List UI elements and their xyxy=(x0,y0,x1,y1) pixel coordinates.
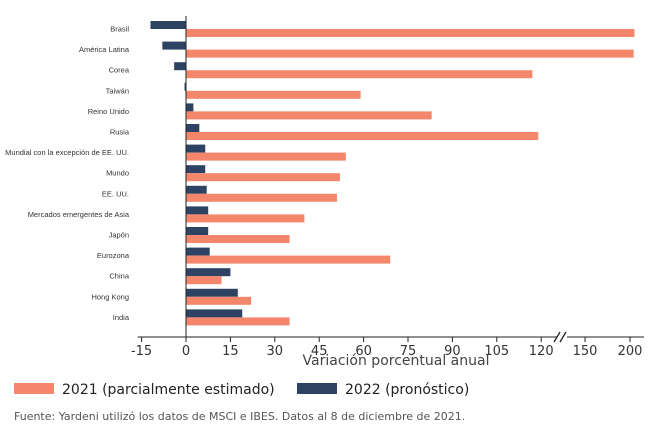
x-tick-label: 150 xyxy=(573,344,598,359)
bar-2022 xyxy=(174,62,186,71)
bar-2021 xyxy=(186,317,290,326)
source-note: Fuente: Yardeni utilizó los datos de MSC… xyxy=(14,410,465,423)
x-tick-label: 90 xyxy=(444,344,461,359)
x-tick-label: 30 xyxy=(267,344,284,359)
x-tick-label: -15 xyxy=(131,344,152,359)
category-label: Eurozona xyxy=(97,251,130,260)
bar-2021 xyxy=(186,29,635,37)
category-label: Corea xyxy=(109,66,130,75)
x-tick-label: 75 xyxy=(400,344,417,359)
x-tick-label: 105 xyxy=(484,344,509,359)
bar-2022 xyxy=(186,206,209,215)
legend-swatch-2021 xyxy=(14,383,54,394)
bar-2021 xyxy=(186,70,533,79)
legend-label-2022: 2022 (pronóstico) xyxy=(345,382,469,398)
bar-2021 xyxy=(186,111,432,120)
bar-2022 xyxy=(162,41,186,50)
bar-2021 xyxy=(186,214,305,223)
category-labels: Brasil América Latina Corea Taiwán Reino Uni… xyxy=(5,25,130,322)
bar-2021 xyxy=(186,235,290,243)
axis-break-mark xyxy=(553,331,561,343)
category-label: Reino Unido xyxy=(88,107,129,116)
category-label: Mercados emergentes de Asia xyxy=(28,210,130,219)
category-label: América Latina xyxy=(79,45,130,54)
category-label: Rusia xyxy=(110,128,130,137)
bar-2022 xyxy=(186,185,207,194)
bar-2021 xyxy=(186,90,361,99)
bar-2022 xyxy=(150,21,186,29)
bar-2021 xyxy=(186,193,337,202)
bars-group xyxy=(150,21,635,326)
category-label: Brasil xyxy=(110,25,129,34)
bar-2022 xyxy=(186,247,210,256)
bar-2022 xyxy=(186,144,206,153)
bar-2022 xyxy=(186,268,231,277)
category-label: Taiwán xyxy=(106,86,129,95)
bar-2021 xyxy=(186,49,634,58)
x-tick-label: 120 xyxy=(529,344,554,359)
bar-2022 xyxy=(186,124,200,132)
bar-2021 xyxy=(186,276,222,285)
x-tick-label: 45 xyxy=(311,344,328,359)
bar-2021 xyxy=(186,255,391,264)
axis-break-mark xyxy=(559,331,567,343)
bar-2022 xyxy=(186,103,194,112)
category-label: Japón xyxy=(109,231,129,240)
bar-2021 xyxy=(186,152,346,161)
category-label: India xyxy=(113,313,130,322)
legend-label-2021: 2021 (parcialmente estimado) xyxy=(62,382,275,398)
bar-2022 xyxy=(186,227,209,235)
bar-2022 xyxy=(184,82,186,91)
category-label: Mundo xyxy=(106,169,129,178)
bar-2022 xyxy=(186,165,206,174)
bar-2022 xyxy=(186,288,238,297)
category-label: China xyxy=(109,272,129,281)
bar-2021 xyxy=(186,296,252,305)
x-tick-label: 0 xyxy=(182,344,190,359)
bar-2022 xyxy=(186,309,243,318)
category-label: EE. UU. xyxy=(102,189,129,198)
x-tick-label: 200 xyxy=(618,344,643,359)
bar-2021 xyxy=(186,173,340,182)
category-label: Mundial con la excepción de EE. UU. xyxy=(5,148,129,157)
legend-swatch-2022 xyxy=(297,383,337,394)
x-axis-title: Variación porcentual anual xyxy=(303,353,490,369)
legend: 2021 (parcialmente estimado) 2022 (pronó… xyxy=(14,382,469,398)
x-axis: -15 0 15 30 45 60 75 90 105 120 150 200 xyxy=(131,16,644,359)
x-tick-label: 15 xyxy=(222,344,239,359)
category-label: Hong Kong xyxy=(91,292,129,301)
bar-2021 xyxy=(186,132,539,140)
x-tick-label: 60 xyxy=(355,344,372,359)
